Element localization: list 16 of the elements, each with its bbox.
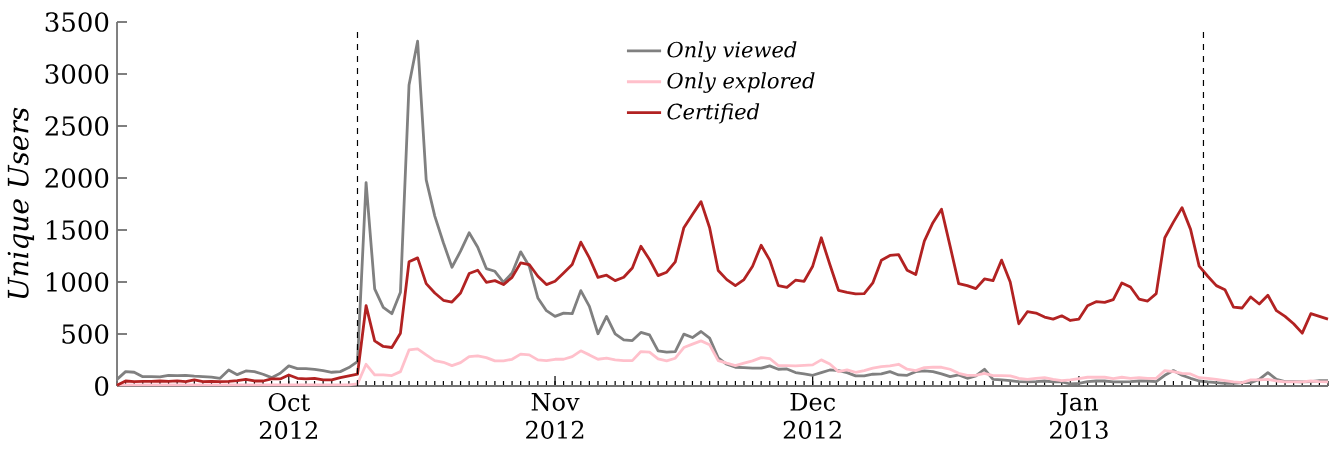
y-tick-label: 1500 <box>46 220 109 240</box>
y-tick-label: 2000 <box>45 168 109 188</box>
x-tick-label: Dec 2012 <box>783 393 841 439</box>
y-tick-label: 1000 <box>46 272 109 292</box>
legend-label: Only explored <box>667 72 815 93</box>
y-tick-label: 0 <box>95 376 109 396</box>
y-tick-label: 500 <box>62 324 109 344</box>
y-tick-label: 2500 <box>45 116 109 136</box>
x-tick-label: Nov 2012 <box>526 393 584 439</box>
legend-label: Only viewed <box>667 41 797 62</box>
y-tick-label: 3500 <box>45 12 109 32</box>
x-tick-label: Jan 2013 <box>1050 393 1108 439</box>
legend-label: Certified <box>667 103 760 124</box>
x-tick-label: Oct 2012 <box>259 393 317 440</box>
y-axis-title: Unique Users <box>7 107 35 299</box>
y-tick-label: 3000 <box>45 64 109 84</box>
